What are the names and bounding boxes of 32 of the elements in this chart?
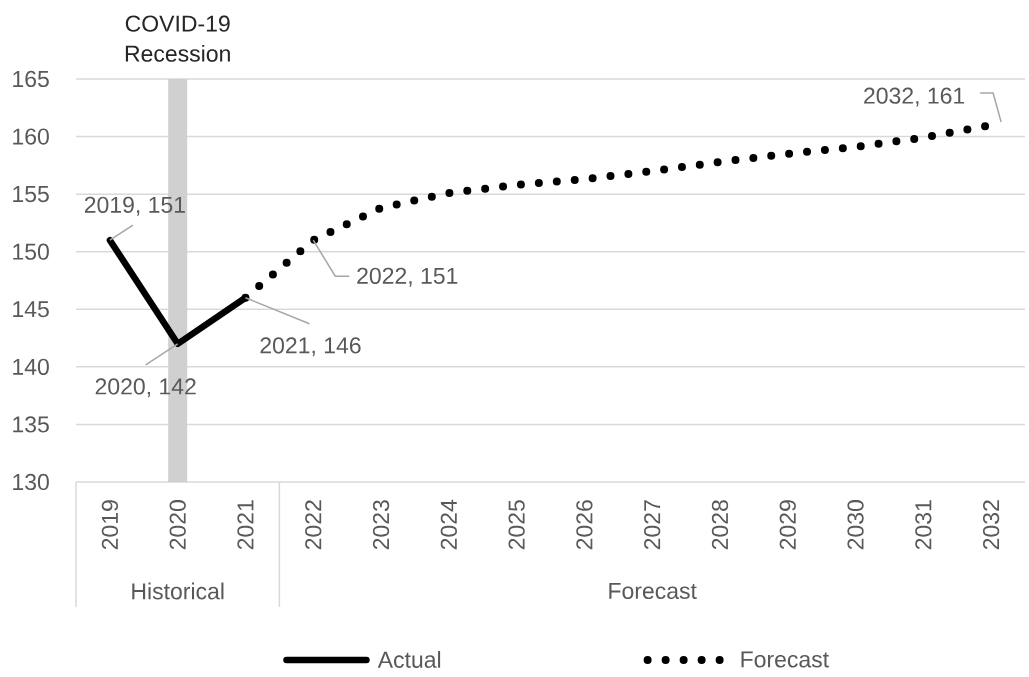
y-tick-label: 135	[13, 416, 49, 433]
x-tick-label: 2030	[847, 500, 864, 550]
x-tick-label: 2025	[508, 500, 525, 550]
data-label: 2022, 151	[357, 267, 458, 287]
y-tick-label: 150	[13, 243, 49, 260]
legend-label: Forecast	[741, 651, 829, 668]
x-tick-label: 2028	[711, 500, 729, 550]
x-tick-label: 2032	[982, 500, 1000, 550]
text: Forecast	[609, 582, 697, 599]
legend-label: Actual	[377, 651, 441, 668]
x-tick-label: 2027	[644, 500, 661, 550]
data-label: 2021, 146	[260, 337, 361, 357]
x-tick-label: 2031	[915, 500, 932, 550]
x-tick-label: 2026	[576, 500, 593, 550]
y-tick-label: 155	[13, 186, 49, 203]
x-tick-label: 2022	[305, 500, 322, 550]
y-tick-label: 165	[13, 70, 49, 88]
x-tick-label: 2019	[101, 500, 119, 550]
text: Historical	[132, 582, 224, 600]
data-label: 2032, 161	[864, 87, 965, 107]
data-label: 2020, 142	[95, 378, 196, 398]
y-tick-label: 130	[13, 473, 49, 491]
x-tick-label: 2024	[440, 499, 457, 550]
y-tick-label: 145	[13, 301, 49, 318]
x-tick-label: 2029	[779, 500, 796, 550]
x-tick-label: 2020	[169, 500, 186, 550]
data-label: 2019, 151	[84, 196, 185, 216]
y-tick-label: 160	[13, 128, 49, 145]
x-tick-label: 2021	[237, 500, 254, 550]
ref-line-label: COVID-19 Recession	[125, 15, 230, 62]
y-tick-label: 140	[13, 358, 49, 375]
x-tick-label: 2023	[372, 500, 390, 550]
